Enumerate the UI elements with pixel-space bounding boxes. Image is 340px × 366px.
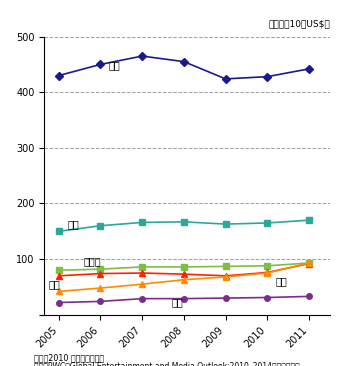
Text: 英国: 英国 <box>276 276 287 286</box>
Text: 日本: 日本 <box>67 219 79 229</box>
Text: （単位：10億US$）: （単位：10億US$） <box>268 19 330 28</box>
Text: 備考：2010 以降は予測値。: 備考：2010 以降は予測値。 <box>34 353 104 362</box>
Text: 米国: 米国 <box>109 60 121 71</box>
Text: ドイツ: ドイツ <box>84 256 101 266</box>
Text: 韓国: 韓国 <box>171 298 183 307</box>
Text: 資料：PWC「Global Entertainment and Media Outlook:2010–2014」から作成。: 資料：PWC「Global Entertainment and Media Ou… <box>34 361 300 366</box>
Text: 中国: 中国 <box>48 279 60 289</box>
